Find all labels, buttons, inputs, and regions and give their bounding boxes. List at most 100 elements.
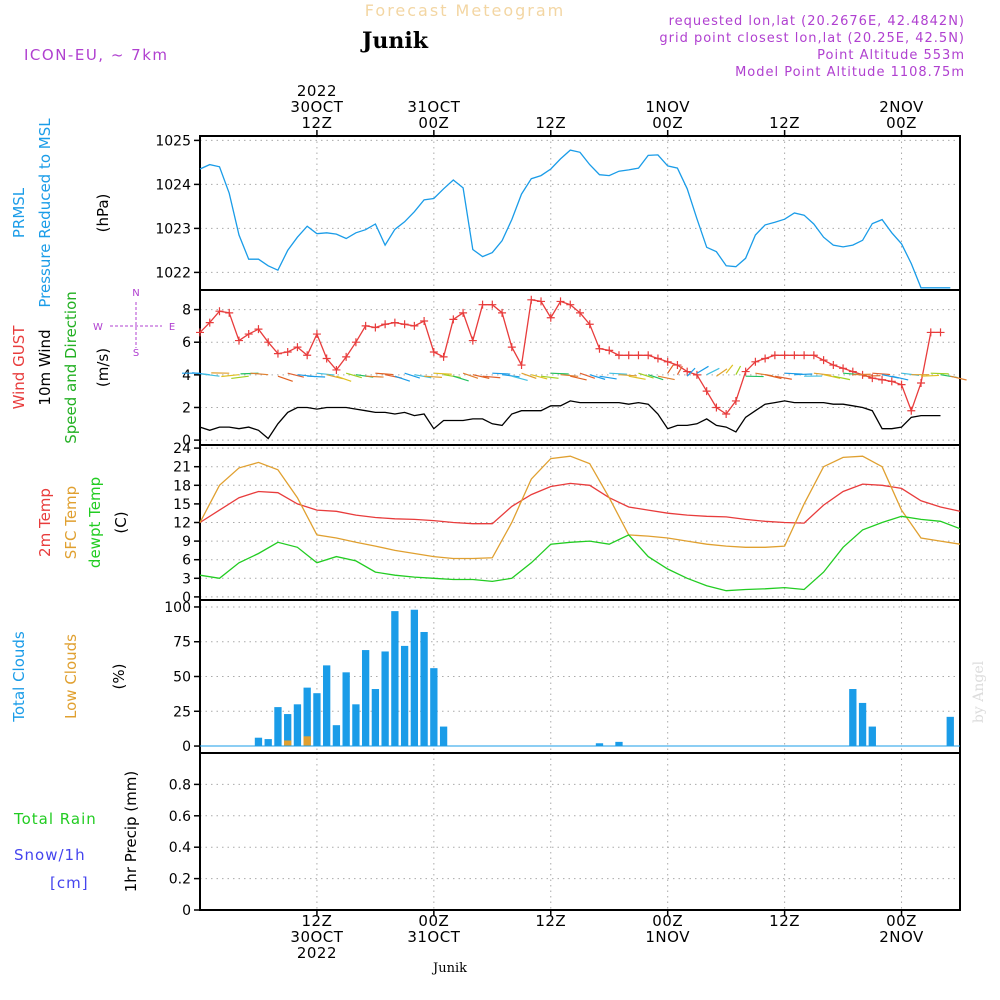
cloud-bar (430, 668, 438, 747)
panel-frame (199, 752, 961, 911)
y-tick-label: 1024 (155, 177, 191, 193)
panel-ylabel: (C) (112, 511, 130, 533)
compass-label-s: S (133, 348, 139, 359)
wind-arrow (375, 372, 394, 376)
series-point-marker (478, 300, 487, 309)
series-point-marker (878, 375, 887, 384)
cloud-bar (332, 725, 341, 747)
pressure-panel: 1022 1023 1024 1025 PRMSL Pressure Reduced to… (10, 118, 961, 308)
meteogram-title: Forecast Meteogram (365, 1, 565, 20)
time-label: 2022 (297, 82, 337, 100)
series-point-marker (605, 346, 614, 355)
wind-arrow (307, 375, 326, 378)
wind-arrow (930, 372, 949, 375)
wind-arrow (872, 372, 891, 376)
panel-label: Wind GUST (10, 325, 28, 410)
series-point-marker (741, 367, 750, 376)
series-point-marker (566, 300, 575, 309)
wind-arrow (277, 375, 293, 382)
wind-arrow (638, 372, 654, 379)
wind-arrow (570, 375, 587, 381)
series-point-marker (595, 344, 604, 353)
series-point-marker (731, 396, 740, 405)
series-point-marker (702, 387, 711, 396)
series-point-marker (585, 320, 594, 329)
wind-arrow (316, 372, 335, 376)
time-label: 12Z (535, 114, 566, 132)
series-point-marker (429, 348, 438, 356)
cloud-bar (381, 651, 389, 747)
wind-arrow (862, 375, 881, 377)
time-label: 1NOV (645, 928, 690, 946)
series-point-marker (537, 297, 546, 306)
wind-arrow (706, 367, 720, 376)
y-tick-label: 75 (173, 635, 191, 651)
time-label: 2NOV (879, 98, 924, 116)
series-point-marker (400, 320, 409, 329)
series-point-marker (342, 352, 351, 361)
series-point-marker (712, 403, 721, 412)
wind-arrow (424, 375, 442, 378)
cloud-bar (323, 665, 331, 747)
compass-lines (110, 302, 162, 348)
series-point-marker (761, 354, 770, 363)
series-line (199, 515, 961, 592)
series-point-marker (517, 361, 526, 370)
cloud-bar (868, 726, 876, 747)
y-tick-label: 0 (182, 433, 191, 449)
series-point-marker (244, 330, 253, 339)
y-tick-label: 12 (173, 516, 191, 532)
wind-arrow (540, 375, 559, 379)
cloud-bar (858, 702, 867, 747)
series-point-marker (926, 328, 935, 337)
panel-label: Total Rain (13, 810, 97, 828)
y-tick-label: 1022 (155, 265, 191, 281)
cloud-bar (264, 739, 272, 747)
series-point-marker (254, 325, 263, 334)
series-point-marker (507, 343, 516, 352)
compass-label-w: W (93, 322, 103, 333)
y-tick-label: 1025 (155, 133, 191, 149)
time-label: 30OCT (290, 928, 343, 946)
series-point-marker (673, 361, 682, 370)
series-point-marker (576, 308, 584, 317)
series-point-marker (809, 351, 818, 360)
series-point-marker (546, 313, 555, 322)
time-label: 00Z (418, 912, 449, 930)
wind-arrow (462, 372, 479, 379)
series-point-marker (663, 357, 672, 366)
series-point-marker (800, 351, 809, 360)
series-line (199, 299, 941, 415)
y-tick-label: 0.6 (169, 809, 191, 825)
series-point-marker (644, 351, 653, 360)
series-point-marker (780, 351, 789, 360)
y-tick-label: 8 (182, 303, 191, 319)
panel-label: Snow/1h (14, 846, 86, 864)
time-label: 12Z (535, 912, 566, 930)
panel-label: Speed and Direction (62, 291, 80, 444)
y-tick-label: 24 (173, 441, 191, 457)
series-point-marker (556, 297, 565, 306)
time-label: 1NOV (645, 98, 690, 116)
wind-arrow (433, 372, 452, 375)
series-point-marker (751, 357, 760, 366)
panel-label: SFC Temp (62, 486, 80, 559)
wind-arrow (231, 375, 249, 380)
panel-ylabel: (m/s) (94, 348, 112, 387)
time-label: 00Z (886, 912, 917, 930)
series-point-marker (196, 328, 204, 337)
series-point-marker (459, 308, 468, 317)
cloud-bar (303, 736, 311, 747)
series-point-marker (653, 354, 662, 363)
wind-arrow (628, 375, 646, 380)
series-point-marker (273, 349, 282, 358)
wind-arrow (725, 364, 734, 374)
wind-arrow (560, 374, 579, 377)
y-tick-label: 15 (173, 497, 191, 513)
series-point-marker (322, 354, 331, 363)
y-tick-label: 1023 (155, 221, 191, 237)
wind-arrow (521, 372, 537, 379)
wind-arrow (609, 372, 628, 375)
credit-watermark: by Angel (971, 660, 987, 723)
